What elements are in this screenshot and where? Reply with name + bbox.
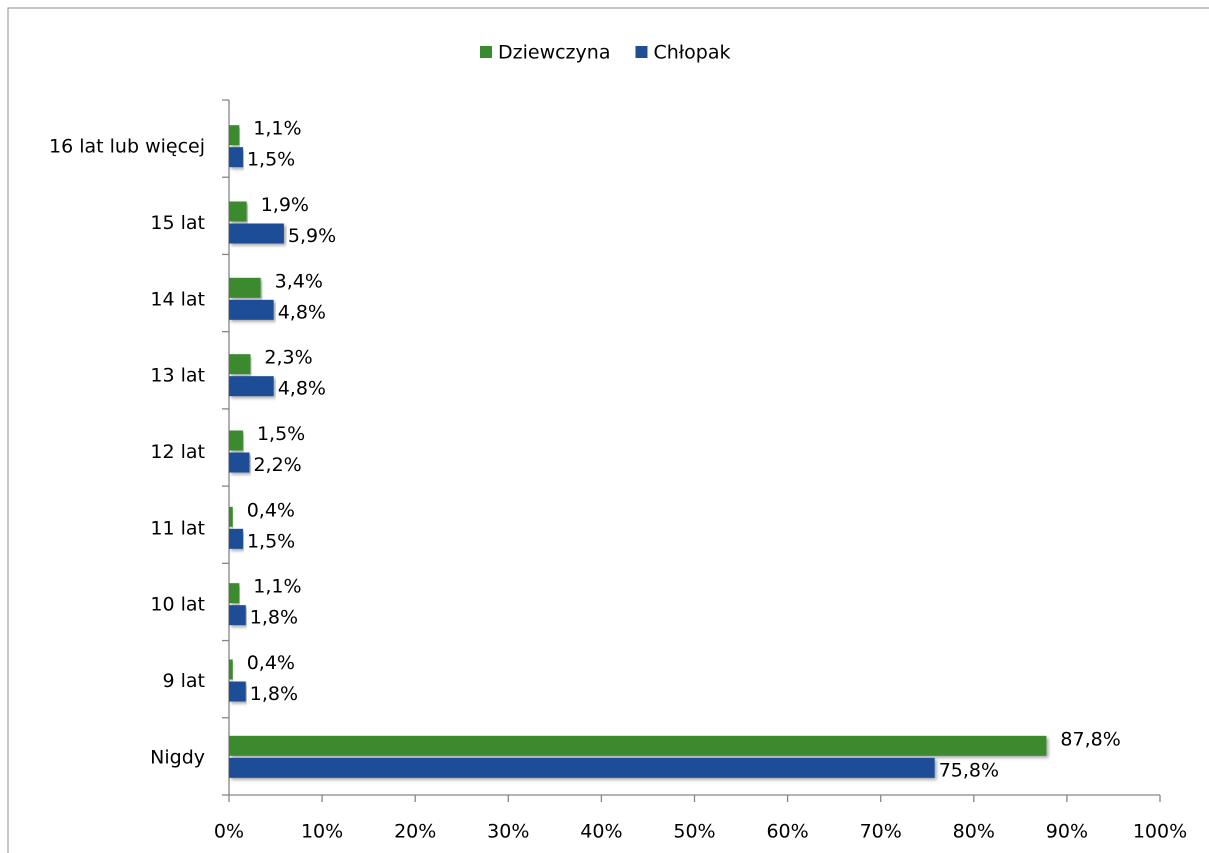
data-label: 3,4% <box>275 270 323 292</box>
y-tick-label: 9 lat <box>163 670 206 692</box>
data-label: 75,8% <box>939 759 999 781</box>
bar <box>229 125 240 146</box>
y-tick-label: 12 lat <box>150 441 205 463</box>
bar <box>229 583 240 604</box>
data-label: 0,4% <box>247 652 295 674</box>
y-tick-label: 16 lat lub więcej <box>49 136 205 158</box>
bar <box>229 528 243 549</box>
bar <box>229 354 251 375</box>
bar <box>229 430 243 451</box>
bar <box>229 605 246 626</box>
bar <box>229 147 243 168</box>
data-label: 1,5% <box>257 423 305 445</box>
x-tick-label: 30% <box>487 821 529 843</box>
bar <box>229 452 250 473</box>
bar <box>229 277 261 298</box>
bar <box>229 299 274 320</box>
data-label: 1,8% <box>250 607 298 629</box>
y-tick-label: 15 lat <box>150 212 205 234</box>
x-tick-label: 0% <box>214 821 244 843</box>
data-label: 1,9% <box>261 194 309 216</box>
x-tick-label: 70% <box>860 821 902 843</box>
data-label: 5,9% <box>288 225 336 247</box>
data-label: 2,2% <box>253 454 301 476</box>
bar <box>229 659 233 680</box>
x-tick-label: 40% <box>580 821 622 843</box>
bar <box>229 735 1047 756</box>
x-tick-label: 50% <box>673 821 715 843</box>
data-label: 87,8% <box>1060 728 1120 750</box>
chart-frame <box>7 7 1209 853</box>
data-label: 2,3% <box>264 347 312 369</box>
bar <box>229 376 274 397</box>
y-tick-label: 13 lat <box>150 365 205 387</box>
legend-label: Chłopak <box>653 42 730 64</box>
bar <box>229 681 246 702</box>
x-tick-label: 80% <box>953 821 995 843</box>
y-tick-label: 14 lat <box>150 288 205 310</box>
y-tick-label: Nigdy <box>150 746 205 768</box>
data-label: 1,1% <box>253 576 301 598</box>
data-label: 1,5% <box>247 149 295 171</box>
x-tick-label: 20% <box>394 821 436 843</box>
y-tick-label: 10 lat <box>150 594 205 616</box>
data-label: 4,8% <box>278 301 326 323</box>
data-label: 4,8% <box>278 378 326 400</box>
data-label: 1,8% <box>250 683 298 705</box>
data-label: 0,4% <box>247 499 295 521</box>
bar <box>229 223 284 244</box>
bar <box>229 506 233 527</box>
x-tick-label: 10% <box>301 821 343 843</box>
legend-swatch <box>480 46 492 58</box>
bar <box>229 201 247 222</box>
x-tick-label: 60% <box>766 821 808 843</box>
data-label: 1,5% <box>247 530 295 552</box>
x-tick-label: 90% <box>1046 821 1088 843</box>
legend-label: Dziewczyna <box>498 42 610 64</box>
bar <box>229 757 935 778</box>
data-label: 1,1% <box>253 118 301 140</box>
y-tick-label: 11 lat <box>150 517 205 539</box>
x-tick-label: 100% <box>1133 821 1187 843</box>
legend-swatch <box>635 46 648 58</box>
